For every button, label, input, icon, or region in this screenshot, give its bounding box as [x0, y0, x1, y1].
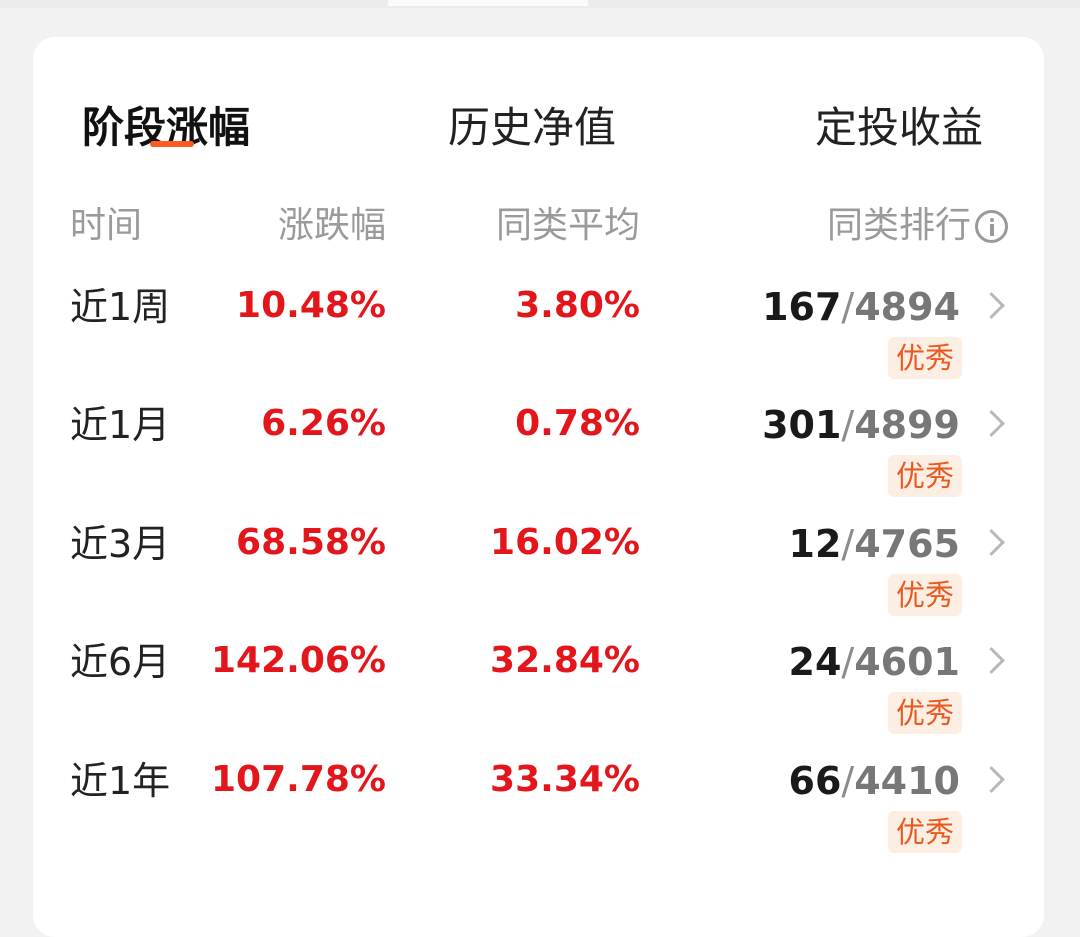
category-average-value: 3.80%: [515, 285, 640, 326]
category-average-value: 32.84%: [490, 640, 640, 681]
rank-separator: /: [841, 522, 855, 566]
rank-position: 12: [788, 522, 842, 566]
rating-badge: 优秀: [887, 811, 962, 853]
period-label: 近1周: [70, 285, 171, 329]
column-header-change: 涨跌幅: [277, 205, 386, 246]
category-average-value: 0.78%: [515, 403, 640, 444]
table-row[interactable]: 近3月 68.58% 16.02% 12/4765 优秀: [33, 525, 1044, 635]
change-value: 142.06%: [211, 640, 386, 681]
top-strip-segment: [388, 0, 588, 6]
top-strip: [0, 0, 1080, 8]
table-row[interactable]: 近1周 10.48% 3.80% 167/4894 优秀: [33, 288, 1044, 398]
category-rank: 66/4410: [789, 762, 960, 800]
rank-total: 4410: [854, 759, 960, 803]
change-value: 6.26%: [261, 403, 386, 444]
rank-separator: /: [841, 640, 855, 684]
chevron-right-icon[interactable]: [978, 410, 1005, 437]
rank-total: 4894: [854, 285, 960, 329]
column-header-category-rank: 同类排行: [827, 208, 1008, 244]
change-value: 68.58%: [236, 522, 386, 563]
rating-badge: 优秀: [887, 455, 962, 497]
rating-badge: 优秀: [887, 337, 962, 379]
category-rank: 301/4899: [762, 406, 960, 444]
table-row[interactable]: 近1年 107.78% 33.34% 66/4410 优秀: [33, 762, 1044, 872]
category-average-value: 16.02%: [490, 522, 640, 563]
period-label: 近3月: [70, 522, 171, 566]
chevron-right-icon[interactable]: [978, 529, 1005, 556]
rank-total: 4899: [854, 403, 960, 447]
rank-separator: /: [841, 403, 855, 447]
tab-sip-returns[interactable]: 定投收益: [815, 103, 984, 152]
tab-historical-nav[interactable]: 历史净值: [448, 103, 617, 152]
category-rank: 167/4894: [762, 288, 960, 326]
active-tab-indicator: [150, 141, 194, 147]
performance-card: 阶段涨幅 历史净值 定投收益 时间 涨跌幅 同类平均 同类排行 近1周 10.4…: [33, 37, 1044, 937]
tab-bar: 阶段涨幅 历史净值 定投收益: [33, 37, 1044, 187]
rank-position: 66: [788, 759, 842, 803]
info-icon[interactable]: [975, 209, 1008, 243]
rating-badge: 优秀: [887, 692, 962, 734]
rank-total: 4765: [854, 522, 960, 566]
period-label: 近1年: [70, 759, 171, 803]
rank-separator: /: [841, 285, 855, 329]
category-rank: 12/4765: [789, 525, 960, 563]
column-header-category-average: 同类平均: [495, 205, 640, 246]
period-label: 近1月: [70, 403, 171, 447]
chevron-right-icon[interactable]: [978, 766, 1005, 793]
chevron-right-icon[interactable]: [978, 647, 1005, 674]
chevron-right-icon[interactable]: [978, 292, 1005, 319]
category-rank: 24/4601: [789, 643, 960, 681]
rank-separator: /: [841, 759, 855, 803]
change-value: 107.78%: [211, 759, 386, 800]
table-row[interactable]: 近6月 142.06% 32.84% 24/4601 优秀: [33, 643, 1044, 753]
change-value: 10.48%: [236, 285, 386, 326]
rating-badge: 优秀: [887, 574, 962, 616]
rank-position: 167: [762, 285, 842, 329]
rank-total: 4601: [854, 640, 960, 684]
period-label: 近6月: [70, 640, 171, 684]
column-header-rank-label: 同类排行: [826, 205, 971, 246]
rank-position: 24: [788, 640, 842, 684]
rank-position: 301: [762, 403, 842, 447]
category-average-value: 33.34%: [490, 759, 640, 800]
table-row[interactable]: 近1月 6.26% 0.78% 301/4899 优秀: [33, 406, 1044, 516]
column-header-time: 时间: [70, 205, 143, 246]
